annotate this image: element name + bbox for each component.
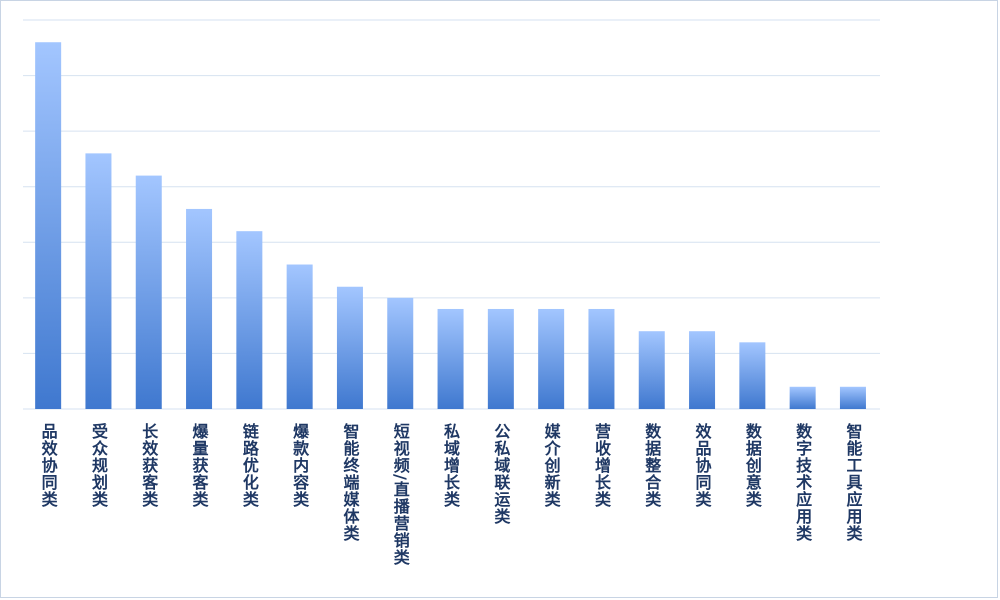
- bar: [35, 42, 62, 409]
- bar: [387, 297, 414, 409]
- bar: [85, 153, 112, 409]
- bar: [739, 342, 766, 409]
- bar: [236, 231, 263, 409]
- bar: [638, 331, 665, 409]
- x-tick-label: 品效协同类: [39, 423, 58, 508]
- x-tick-label: 公私域联运类: [491, 423, 510, 525]
- x-tick-label: 数据创意类: [743, 422, 763, 508]
- x-tick-label: 短视频/直播营销类: [391, 422, 410, 566]
- x-tick-label: 智能工具应用类: [843, 422, 862, 542]
- x-tick-label: 链路优化类: [240, 422, 259, 508]
- bar: [789, 386, 816, 409]
- x-tick-label: 爆量获客类: [190, 422, 209, 508]
- x-tick-label: 私域增长类: [441, 423, 460, 508]
- x-tick-label: 营收增长类: [592, 422, 611, 508]
- bar: [286, 264, 313, 409]
- bar: [689, 331, 716, 409]
- bar: [538, 308, 565, 409]
- x-tick-label: 数字技术应用类: [793, 422, 813, 542]
- x-tick-label: 长效获客类: [139, 422, 158, 508]
- bar: [186, 208, 213, 409]
- bar: [839, 386, 866, 409]
- x-tick-label: 智能终端媒体类: [340, 422, 359, 542]
- bar: [437, 308, 464, 409]
- bar: [588, 308, 615, 409]
- bar: [135, 175, 162, 409]
- bar: [487, 308, 514, 409]
- x-tick-label: 媒介创新类: [542, 422, 562, 508]
- bar: [336, 286, 363, 409]
- x-tick-label: 数据整合类: [642, 422, 662, 508]
- x-tick-label: 效品协同类: [693, 422, 712, 508]
- x-tick-label: 受众规划类: [89, 422, 108, 508]
- x-tick-label: 爆款内容类: [290, 422, 310, 508]
